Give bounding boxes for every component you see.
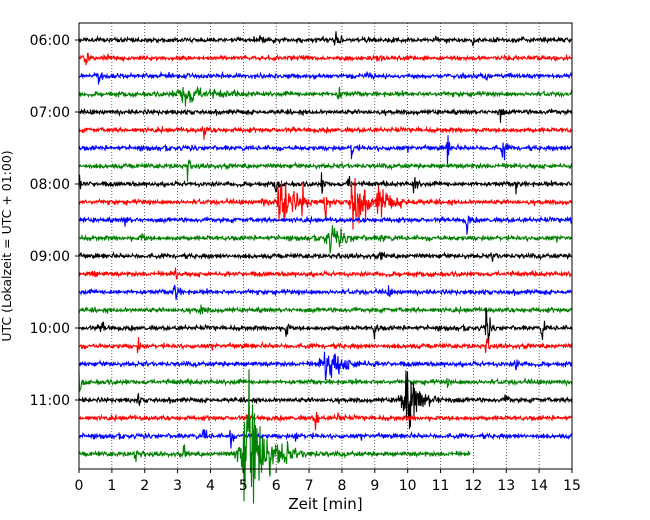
trace-1100 <box>78 370 573 430</box>
trace-0645 <box>78 85 573 107</box>
seismic-traces <box>78 31 573 504</box>
trace-0730 <box>78 135 573 165</box>
trace-0700 <box>78 107 573 123</box>
x-axis-ticks: 0 1 2 3 4 5 6 7 8 9 10 11 12 13 14 15 <box>75 469 581 494</box>
y-tick-label: 06:00 <box>30 33 70 49</box>
trace-1130 <box>78 429 573 449</box>
x-tick-label: 15 <box>563 478 581 494</box>
y-tick-label: 09:00 <box>30 249 70 265</box>
x-tick-label: 0 <box>75 478 84 494</box>
trace-0830 <box>78 215 573 235</box>
trace-0715 <box>78 125 573 140</box>
x-tick-label: 9 <box>370 478 379 494</box>
x-tick-label: 14 <box>530 478 548 494</box>
x-tick-label: 2 <box>140 478 149 494</box>
x-axis-title: Zeit [min] <box>288 495 362 513</box>
x-tick-label: 1 <box>107 478 116 494</box>
y-axis-title: UTC (Lokalzeit = UTC + 01:00) <box>0 150 14 341</box>
trace-0815 <box>78 178 573 230</box>
x-tick-label: 7 <box>305 478 314 494</box>
trace-1000 <box>78 307 573 345</box>
y-tick-label: 07:00 <box>30 105 70 121</box>
trace-0600 <box>78 31 573 47</box>
trace-1045 <box>78 370 573 392</box>
trace-0945 <box>78 304 573 315</box>
trace-0615 <box>78 52 573 66</box>
trace-0930 <box>78 284 573 300</box>
trace-1145 <box>78 369 471 504</box>
x-tick-label: 4 <box>206 478 215 494</box>
x-tick-label: 6 <box>272 478 281 494</box>
y-axis-ticks: 06:00 07:00 08:00 09:00 10:00 11:00 <box>30 33 79 409</box>
x-tick-label: 10 <box>399 478 417 494</box>
x-tick-label: 3 <box>173 478 182 494</box>
trace-1015 <box>78 337 573 354</box>
y-tick-label: 11:00 <box>30 393 70 409</box>
trace-1115 <box>78 411 572 431</box>
x-tick-label: 13 <box>497 478 515 494</box>
y-tick-label: 08:00 <box>30 177 70 193</box>
trace-1030 <box>78 351 573 381</box>
trace-0845 <box>78 225 573 255</box>
trace-0900 <box>78 251 573 262</box>
x-tick-label: 5 <box>239 478 248 494</box>
trace-0745 <box>78 159 573 182</box>
trace-0915 <box>78 267 573 280</box>
trace-0800 <box>78 172 573 195</box>
trace-0630 <box>78 70 573 85</box>
plot-frame <box>78 22 573 470</box>
x-tick-label: 12 <box>464 478 482 494</box>
y-tick-label: 10:00 <box>30 321 70 337</box>
x-tick-label: 8 <box>337 478 346 494</box>
x-tick-label: 11 <box>432 478 450 494</box>
